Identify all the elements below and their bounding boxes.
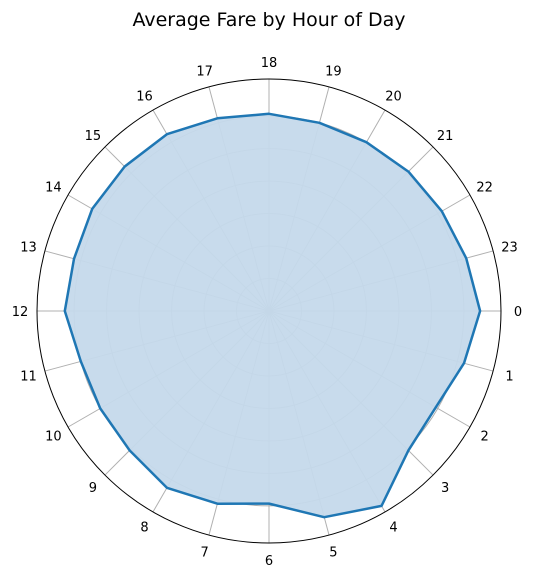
tick-label-15: 15 [85,129,102,144]
tick-label-0: 0 [514,305,522,320]
tick-label-2: 2 [480,430,488,445]
tick-label-17: 17 [196,65,213,80]
outer-frame [36,78,502,544]
tick-label-4: 4 [389,521,397,536]
tick-label-12: 12 [12,305,29,320]
tick-label-20: 20 [385,89,402,104]
tick-label-23: 23 [501,241,518,256]
series-area [64,113,481,518]
tick-label-11: 11 [20,369,37,384]
tick-label-3: 3 [441,481,449,496]
tick-label-10: 10 [45,430,62,445]
tick-label-18: 18 [261,56,278,71]
tick-label-8: 8 [140,521,148,536]
chart-title: Average Fare by Hour of Day [132,9,405,31]
tick-label-13: 13 [20,241,37,256]
tick-label-6: 6 [265,554,273,569]
tick-label-1: 1 [505,369,513,384]
frame-layer [36,78,502,544]
data-layer [63,112,482,519]
tick-label-5: 5 [329,546,337,561]
tick-label-14: 14 [45,181,62,196]
tick-label-22: 22 [476,181,493,196]
tick-label-19: 19 [325,65,342,80]
tick-label-16: 16 [136,89,153,104]
tick-label-9: 9 [89,481,97,496]
tick-label-21: 21 [437,129,454,144]
tick-label-7: 7 [200,546,208,561]
